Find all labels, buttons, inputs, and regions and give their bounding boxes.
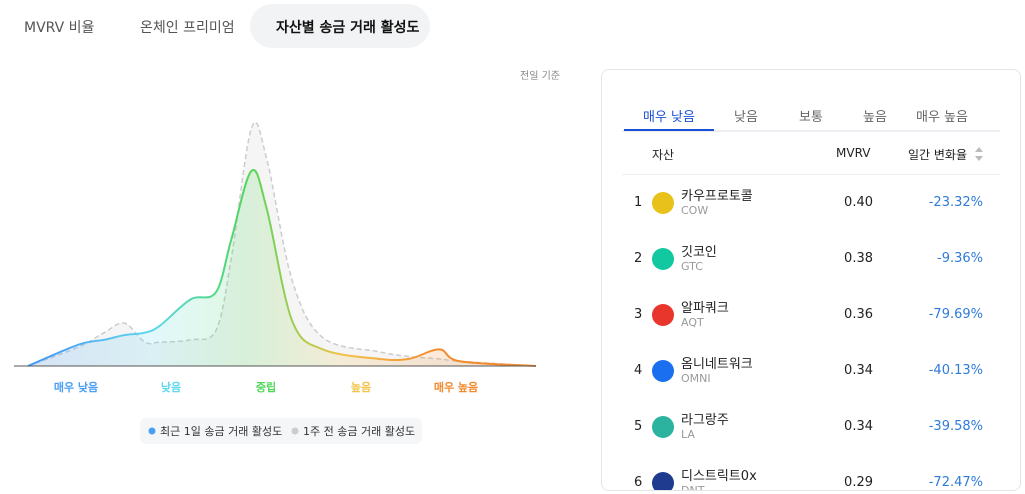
sort-icon[interactable] — [973, 146, 985, 162]
daily-change: -72.47% — [928, 475, 983, 490]
category-label: 높음 — [351, 381, 371, 394]
series-line — [27, 121, 537, 367]
column-header: 자산 — [652, 148, 675, 162]
daily-change: -79.69% — [928, 307, 983, 322]
daily-change: -39.58% — [928, 419, 983, 434]
active-tab-bg — [250, 4, 430, 48]
asset-ticker: LA — [681, 428, 695, 441]
active-underline — [624, 129, 714, 131]
filter-tab[interactable]: 낮음 — [734, 110, 758, 125]
asset-ticker: COW — [681, 204, 709, 217]
mvrv: 0.38 — [844, 251, 873, 266]
asset-ticker: GTC — [681, 260, 703, 273]
series-line — [27, 168, 537, 367]
asset-name[interactable]: 라그랑주 — [681, 413, 729, 428]
column-header: MVRV — [836, 146, 871, 160]
rank: 4 — [634, 363, 643, 378]
rank: 6 — [634, 475, 643, 490]
category-label: 매우 낮음 — [54, 380, 98, 394]
asset-icon — [652, 304, 674, 326]
column-header[interactable]: 일간 변화율 — [908, 148, 968, 162]
asset-icon — [652, 192, 674, 214]
asset-name[interactable]: 옴니네트워크 — [681, 357, 753, 372]
asset-ticker: AQT — [681, 316, 704, 329]
mvrv: 0.34 — [844, 363, 873, 378]
filter-tab[interactable]: 높음 — [863, 110, 887, 125]
mvrv: 0.40 — [844, 195, 873, 210]
mvrv: 0.29 — [844, 475, 873, 490]
legend-dot — [291, 427, 299, 435]
rank: 2 — [634, 251, 643, 266]
mvrv: 0.34 — [844, 419, 873, 434]
asset-icon — [652, 472, 674, 490]
series-area — [28, 169, 536, 366]
daily-change: -23.32% — [928, 195, 983, 210]
filter-tab[interactable]: 매우 높음 — [916, 110, 968, 125]
asset-name[interactable]: 알파쿼크 — [681, 301, 729, 316]
series-area — [28, 122, 536, 366]
top-tab[interactable]: MVRV 비율 — [24, 20, 95, 36]
category-label: 중립 — [256, 381, 276, 394]
legend-label: 최근 1일 송금 거래 활성도 — [160, 424, 282, 438]
asset-ticker: OMNI — [681, 372, 711, 385]
legend-bg — [140, 418, 422, 444]
asset-icon — [652, 416, 674, 438]
asset-icon — [652, 248, 674, 270]
top-tab[interactable]: 온체인 프리미엄 — [140, 20, 235, 36]
daily-change: -9.36% — [937, 251, 983, 266]
chart-note: 전일 기준 — [520, 70, 560, 82]
header-line — [622, 174, 1000, 175]
rank: 3 — [634, 307, 643, 322]
asset-name[interactable]: 카우프로토콜 — [681, 189, 753, 204]
asset-name[interactable]: 디스트릭트0x — [681, 469, 757, 484]
daily-change: -40.13% — [928, 363, 983, 378]
top-tab[interactable]: 자산별 송금 거래 활성도 — [276, 20, 420, 36]
legend-dot — [148, 427, 156, 435]
asset-ticker: DNT — [681, 484, 705, 491]
legend-label: 1주 전 송금 거래 활성도 — [303, 424, 415, 438]
filter-tab[interactable]: 보통 — [799, 110, 823, 125]
rank: 1 — [634, 195, 643, 210]
category-label: 매우 높음 — [434, 380, 478, 394]
asset-icon — [652, 360, 674, 382]
mvrv: 0.36 — [844, 307, 873, 322]
tab-line — [622, 130, 1000, 132]
category-label: 낮음 — [161, 380, 181, 394]
rank: 5 — [634, 419, 643, 434]
asset-name[interactable]: 깃코인 — [681, 245, 717, 260]
filter-tab[interactable]: 매우 낮음 — [643, 110, 695, 125]
